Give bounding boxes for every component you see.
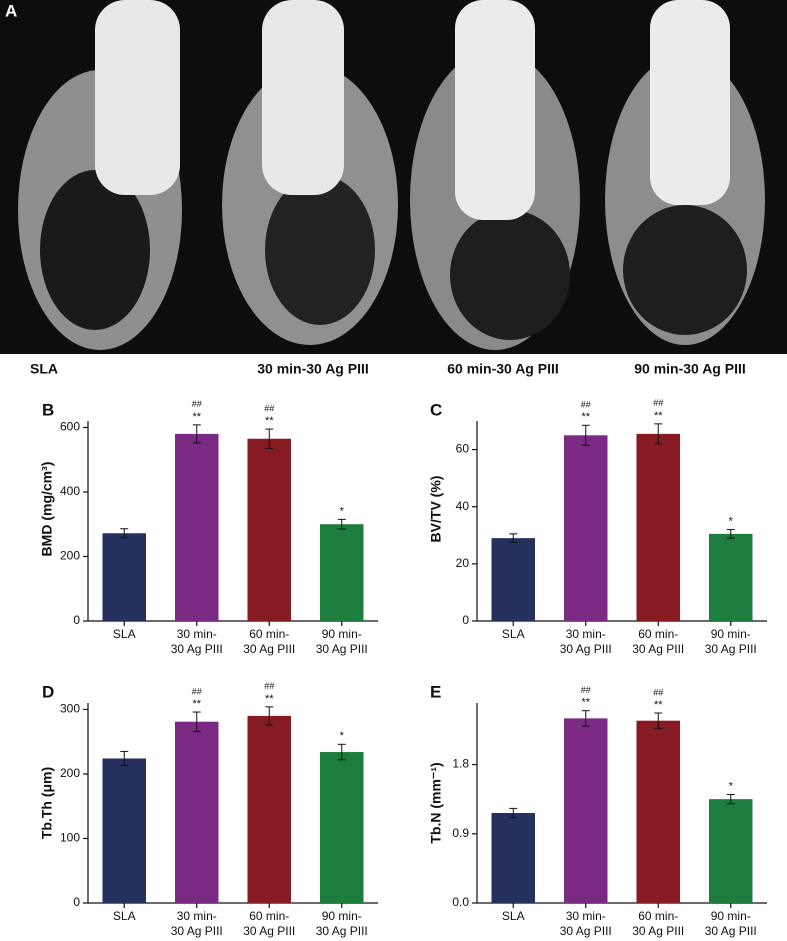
y-tick-label: 300 bbox=[60, 702, 80, 716]
panel-label: B bbox=[42, 400, 54, 419]
significance: ## bbox=[653, 398, 663, 408]
x-tick-label: 90 min-30 Ag PIII bbox=[705, 909, 757, 938]
significance: ** bbox=[654, 699, 663, 711]
bar bbox=[709, 533, 753, 621]
x-tick-label: 90 min-30 Ag PIII bbox=[316, 627, 368, 656]
y-axis-label: Tb.Th (μm) bbox=[39, 767, 55, 839]
significance: ## bbox=[264, 681, 274, 691]
bar bbox=[491, 813, 535, 903]
significance: ** bbox=[192, 411, 201, 423]
x-tick-label: SLA bbox=[502, 909, 525, 923]
bar bbox=[320, 524, 364, 621]
panel-label: E bbox=[430, 682, 441, 701]
bar bbox=[102, 533, 146, 621]
x-tick-label: 90 min-30 Ag PIII bbox=[705, 627, 757, 656]
x-tick-label: 90 min-30 Ag PIII bbox=[316, 909, 368, 938]
y-tick-label: 400 bbox=[60, 484, 80, 498]
image-caption: 30 min-30 Ag PIII bbox=[257, 361, 369, 377]
x-tick-label: 30 min-30 Ag PIII bbox=[560, 909, 612, 938]
bar bbox=[247, 438, 291, 621]
x-tick-label: SLA bbox=[113, 627, 136, 641]
significance: * bbox=[340, 730, 345, 742]
y-axis-label: BMD (mg/cm³) bbox=[39, 462, 55, 557]
significance: ** bbox=[265, 693, 274, 705]
bar bbox=[175, 433, 219, 621]
significance: ## bbox=[264, 403, 274, 413]
y-tick-label: 600 bbox=[60, 420, 80, 434]
y-tick-label: 1.8 bbox=[452, 757, 469, 771]
y-axis-label: Tb.N (mm⁻¹) bbox=[428, 762, 444, 843]
x-tick-label: SLA bbox=[113, 909, 136, 923]
x-tick-label: 60 min-30 Ag PIII bbox=[243, 627, 295, 656]
significance: * bbox=[729, 780, 734, 792]
x-tick-label: 60 min-30 Ag PIII bbox=[243, 909, 295, 938]
bar bbox=[175, 721, 219, 903]
x-tick-label: SLA bbox=[502, 627, 525, 641]
y-tick-label: 0 bbox=[462, 613, 469, 627]
panel-label: D bbox=[42, 682, 54, 701]
bar bbox=[564, 435, 608, 621]
y-tick-label: 0.9 bbox=[452, 826, 469, 840]
x-tick-label: 30 min-30 Ag PIII bbox=[171, 909, 223, 938]
x-tick-label: 60 min-30 Ag PIII bbox=[632, 909, 684, 938]
x-tick-label: 60 min-30 Ag PIII bbox=[632, 627, 684, 656]
ct-image bbox=[18, 0, 182, 350]
image-caption: 90 min-30 Ag PIII bbox=[634, 361, 746, 377]
y-axis-label: BV/TV (%) bbox=[428, 476, 444, 543]
significance: ** bbox=[654, 410, 663, 422]
bar bbox=[320, 752, 364, 903]
significance: ## bbox=[653, 687, 663, 697]
bar bbox=[709, 799, 753, 903]
x-tick-label: 30 min-30 Ag PIII bbox=[171, 627, 223, 656]
significance: ## bbox=[192, 399, 202, 409]
panel-label: A bbox=[5, 1, 17, 20]
y-tick-label: 200 bbox=[60, 549, 80, 563]
y-tick-label: 0.0 bbox=[452, 895, 469, 909]
y-tick-label: 40 bbox=[456, 499, 470, 513]
significance: ** bbox=[265, 415, 274, 427]
ct-images: A bbox=[0, 0, 787, 354]
significance: ## bbox=[581, 685, 591, 695]
bar bbox=[491, 538, 535, 621]
ct-image bbox=[410, 0, 580, 350]
y-tick-label: 20 bbox=[456, 556, 470, 570]
significance: ** bbox=[581, 697, 590, 709]
significance: ## bbox=[581, 400, 591, 410]
significance: * bbox=[729, 515, 734, 527]
significance: ** bbox=[581, 411, 590, 423]
y-tick-label: 100 bbox=[60, 831, 80, 845]
panel-label: C bbox=[430, 400, 442, 419]
ct-image bbox=[222, 0, 398, 345]
bar bbox=[247, 715, 291, 903]
bar bbox=[102, 758, 146, 903]
bar bbox=[636, 433, 680, 621]
ct-image bbox=[605, 0, 765, 345]
y-tick-label: 200 bbox=[60, 766, 80, 780]
significance: ## bbox=[192, 686, 202, 696]
y-tick-label: 60 bbox=[456, 442, 470, 456]
x-tick-label: 30 min-30 Ag PIII bbox=[560, 627, 612, 656]
y-tick-label: 0 bbox=[73, 613, 80, 627]
y-tick-label: 0 bbox=[73, 895, 80, 909]
bar bbox=[564, 718, 608, 903]
image-caption: 60 min-30 Ag PIII bbox=[447, 361, 559, 377]
bar bbox=[636, 720, 680, 903]
significance: * bbox=[340, 505, 345, 517]
image-caption: SLA bbox=[30, 361, 58, 377]
significance: ** bbox=[192, 698, 201, 710]
